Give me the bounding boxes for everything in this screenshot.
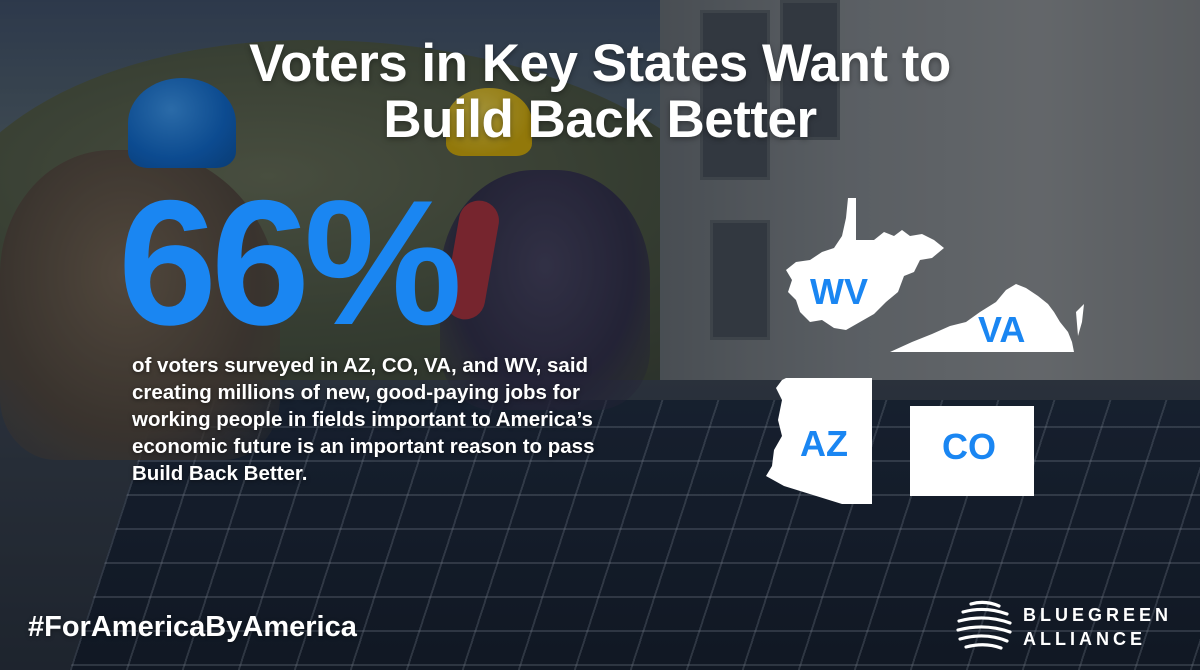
arizona-shape-icon [766,378,872,504]
headline: Voters in Key States Want to Build Back … [170,36,1030,148]
blue-hard-hat [128,78,236,168]
headline-line-1: Voters in Key States Want to [249,34,951,93]
state-west-virginia: WV [782,196,947,336]
stat-description: of voters surveyed in AZ, CO, VA, and WV… [132,354,595,485]
state-label-co: CO [942,426,996,467]
building-wall [660,0,1200,400]
building-window [780,0,840,140]
building-window [710,220,770,340]
state-virginia: VA [888,282,1086,357]
globe-logo-icon [956,600,1012,650]
colorado-shape-icon [910,406,1034,496]
state-label-wv: WV [810,271,868,312]
logo-text-line-2: ALLIANCE [1023,629,1146,649]
state-arizona: AZ [764,376,876,506]
state-label-va: VA [978,309,1026,350]
logo-text-line-1: BLUEGREEN [1023,605,1173,625]
stat-value: 66% [118,163,462,362]
west-virginia-shape-icon [786,198,944,330]
state-label-az: AZ [800,423,848,464]
yellow-hard-hat [446,88,532,156]
state-colorado: CO [910,406,1034,496]
worker-left [0,150,280,460]
headline-line-2: Build Back Better [383,90,817,149]
virginia-shape-icon [890,284,1084,352]
hashtag: #ForAmericaByAmerica [28,611,357,643]
bluegreen-alliance-logo: BLUEGREEN ALLIANCE [955,598,1185,658]
building-window [700,10,770,180]
